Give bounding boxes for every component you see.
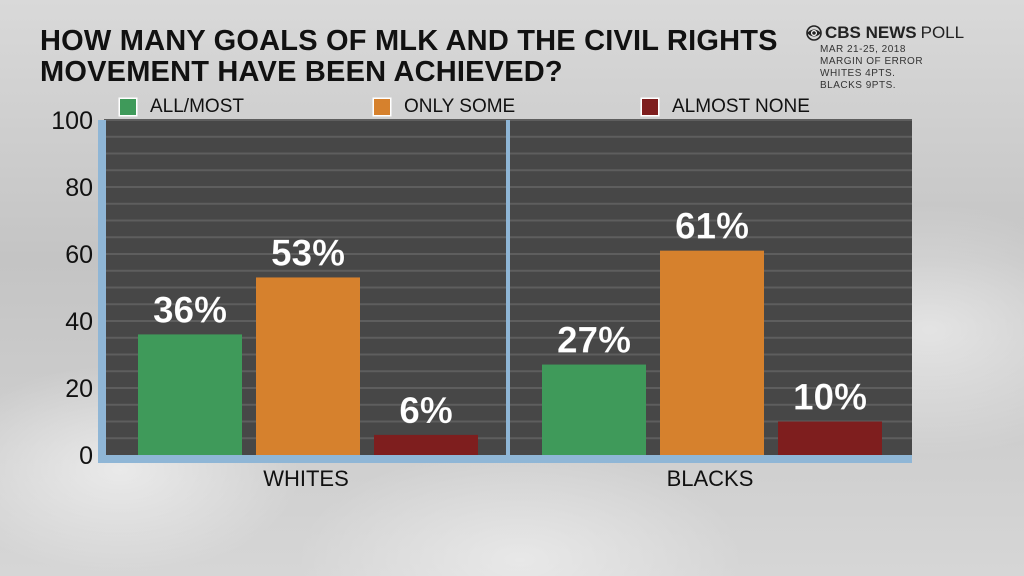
y-tick-label: 100: [51, 107, 93, 135]
bar: [660, 250, 764, 455]
chart-title: HOW MANY GOALS OF MLK AND THE CIVIL RIGH…: [40, 26, 780, 88]
legend-item-only-some: ONLY SOME: [374, 96, 515, 118]
bar-value-label: 27%: [557, 320, 631, 361]
legend-label-all-most: ALL/MOST: [150, 96, 244, 117]
cbs-eye-icon: [806, 25, 822, 41]
y-axis-ticks: 0 20 40 60 80 100: [51, 107, 93, 470]
legend-swatch-only-some: [374, 99, 390, 115]
y-tick-label: 60: [65, 241, 93, 269]
legend-item-almost-none: ALMOST NONE: [642, 96, 810, 118]
x-axis-labels: WHITES BLACKS: [263, 466, 753, 491]
meta-margin-whites: WHITES 4PTS.: [820, 68, 896, 79]
x-category-label: WHITES: [263, 466, 349, 491]
meta-margin-blacks: BLACKS 9PTS.: [820, 80, 897, 91]
brand: CBS NEWS POLL: [806, 23, 964, 43]
brand-name: CBS NEWS: [825, 23, 917, 42]
bar: [138, 334, 242, 455]
bar-value-label: 6%: [399, 390, 452, 431]
y-tick-label: 0: [79, 442, 93, 470]
y-tick-label: 40: [65, 308, 93, 336]
y-axis-line: [98, 120, 106, 463]
bar: [778, 421, 882, 455]
legend-label-only-some: ONLY SOME: [404, 96, 516, 117]
bar-value-label: 10%: [793, 377, 867, 418]
legend-swatch-almost-none: [642, 99, 658, 115]
title-line-1: HOW MANY GOALS OF MLK AND THE CIVIL RIGH…: [40, 25, 778, 57]
legend-item-all-most: ALL/MOST: [120, 96, 244, 118]
bar-value-label: 61%: [675, 206, 749, 247]
x-category-label: BLACKS: [667, 466, 754, 491]
x-axis-line: [98, 455, 912, 463]
bar-value-label: 53%: [271, 232, 345, 273]
bar-value-label: 36%: [153, 289, 227, 330]
brand-suffix: POLL: [920, 23, 965, 42]
bar: [256, 277, 360, 455]
y-tick-label: 80: [65, 174, 93, 202]
bar: [542, 364, 646, 455]
poll-meta: MAR 21-25, 2018 MARGIN OF ERROR WHITES 4…: [820, 44, 923, 92]
bars: [138, 250, 882, 455]
title-line-2: MOVEMENT HAVE BEEN ACHIEVED?: [40, 56, 563, 88]
legend-swatch-all-most: [120, 99, 136, 115]
meta-margin-label: MARGIN OF ERROR: [820, 56, 924, 67]
group-divider: [506, 120, 510, 455]
bar: [374, 434, 478, 455]
y-tick-label: 20: [65, 375, 93, 403]
data-labels: 36% 53% 6% 27% 61% 10%: [153, 205, 868, 431]
meta-dates: MAR 21-25, 2018: [820, 44, 906, 55]
legend-label-almost-none: ALMOST NONE: [672, 96, 810, 117]
